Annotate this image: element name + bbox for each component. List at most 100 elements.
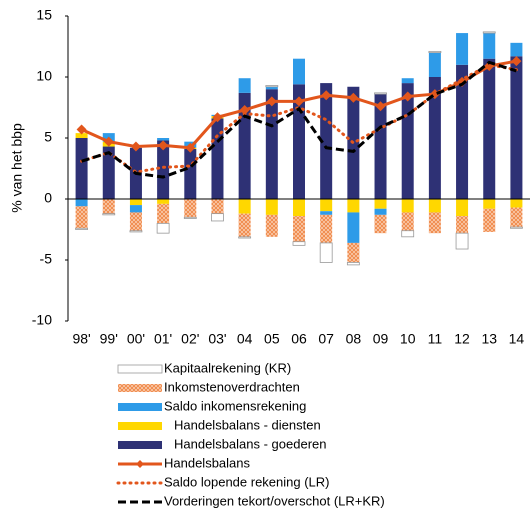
bar <box>456 199 469 217</box>
bar <box>483 58 496 200</box>
bar <box>346 262 360 266</box>
legend-swatch <box>118 441 162 449</box>
marker <box>375 101 386 112</box>
bar <box>320 83 333 199</box>
bar <box>238 236 252 239</box>
bar <box>211 199 224 214</box>
bar <box>347 242 360 263</box>
bar <box>184 199 197 218</box>
bar <box>293 58 305 85</box>
bar <box>156 222 170 234</box>
bar <box>211 213 224 222</box>
bar <box>510 42 523 57</box>
marker <box>103 136 114 147</box>
bar <box>374 214 387 234</box>
bar <box>129 212 142 231</box>
bar <box>428 212 441 234</box>
x-tick-label: 11 <box>428 331 443 347</box>
marker <box>158 140 169 151</box>
bar <box>456 33 469 65</box>
bar <box>75 227 88 230</box>
bar <box>157 140 170 199</box>
bar <box>129 205 142 213</box>
legend-swatch <box>136 460 144 468</box>
legend-swatch <box>118 403 162 411</box>
bar <box>320 214 333 243</box>
x-tick-label: 02' <box>181 331 199 347</box>
legend-label: Handelsbalans - goederen <box>174 436 327 451</box>
x-tick-label: 06 <box>291 331 307 347</box>
bar <box>293 216 305 242</box>
bar <box>129 230 143 233</box>
bar <box>238 199 251 214</box>
bar <box>510 226 523 229</box>
bar <box>510 56 523 200</box>
x-tick-label: 98' <box>72 331 90 347</box>
x-tick-label: 10 <box>400 331 416 347</box>
bar <box>347 212 360 243</box>
marker <box>212 112 223 123</box>
y-tick-label: -10 <box>32 312 52 328</box>
bar <box>102 146 115 199</box>
bar <box>183 216 197 219</box>
x-tick-label: 04 <box>237 331 253 347</box>
bar <box>319 242 333 263</box>
bar <box>238 92 251 199</box>
bar <box>456 216 469 234</box>
y-tick-label: 10 <box>36 68 52 84</box>
x-tick-label: 14 <box>509 331 525 347</box>
bar <box>510 199 523 208</box>
x-tick-label: 05 <box>264 331 280 347</box>
bar <box>129 199 142 206</box>
legend-label: Handelsbalans <box>164 455 251 470</box>
bar <box>75 199 88 207</box>
bar <box>75 138 88 199</box>
bar <box>428 199 441 213</box>
bar <box>456 64 469 199</box>
bar <box>374 94 387 199</box>
marker <box>76 124 87 135</box>
x-tick-label: 08 <box>346 331 362 347</box>
bar <box>483 199 496 209</box>
legend-label: Vorderingen tekort/overschot (LR+KR) <box>164 493 385 508</box>
y-tick-label: 0 <box>44 190 52 206</box>
bar <box>483 208 496 232</box>
marker <box>321 90 332 101</box>
marker <box>402 91 413 102</box>
x-tick-label: 07 <box>318 331 334 347</box>
marker <box>348 92 359 103</box>
x-tick-label: 00' <box>127 331 145 347</box>
bar <box>265 214 278 237</box>
bar <box>265 85 279 88</box>
x-tick-label: 99' <box>100 331 118 347</box>
legend-swatch <box>117 364 163 374</box>
bar <box>374 208 387 215</box>
bar <box>293 199 305 217</box>
bar <box>483 33 496 59</box>
y-tick-label: 15 <box>36 7 52 23</box>
x-tick-label: 12 <box>454 331 470 347</box>
marker <box>266 96 277 107</box>
bar <box>374 199 387 209</box>
bar <box>75 206 88 229</box>
marker <box>185 142 196 153</box>
x-tick-label: 09 <box>373 331 389 347</box>
bar <box>428 77 441 199</box>
bar <box>455 232 469 250</box>
bar <box>75 133 88 138</box>
marker <box>511 56 522 67</box>
bar <box>102 213 116 216</box>
legend-swatch <box>118 384 162 392</box>
legend-label: Inkomstenoverdrachten <box>164 379 300 394</box>
bar <box>428 52 441 77</box>
bar <box>482 31 496 34</box>
y-axis-title: % van het bbp <box>9 123 25 213</box>
y-tick-label: -5 <box>40 251 53 267</box>
x-tick-label: 01' <box>154 331 172 347</box>
bar <box>401 212 414 231</box>
bar <box>102 199 115 214</box>
marker <box>239 104 250 115</box>
bar <box>401 78 414 84</box>
bar <box>428 50 442 54</box>
